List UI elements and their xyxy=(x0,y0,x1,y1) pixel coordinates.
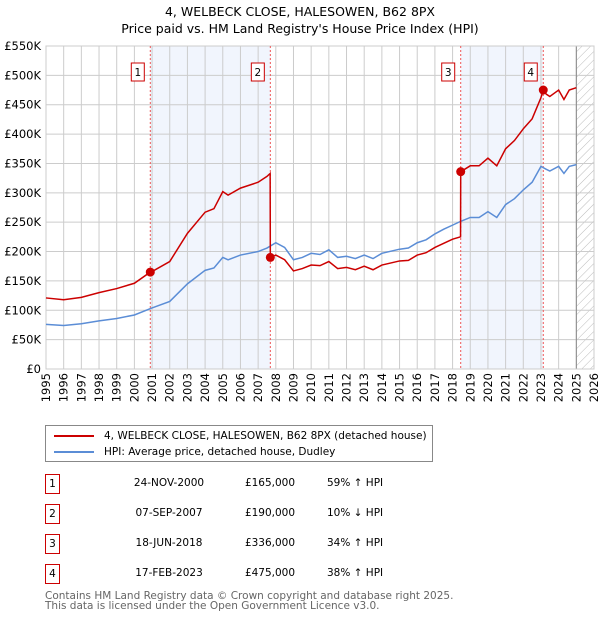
sale-label: 2 xyxy=(254,67,261,79)
x-tick-label: 1998 xyxy=(92,373,106,402)
y-tick-label: £500K xyxy=(4,68,41,82)
legend-label: 4, WELBECK CLOSE, HALESOWEN, B62 8PX (de… xyxy=(104,430,427,442)
price-chart: 1995 1996 1997 1998 1999 2000 2001 2002 2003 2004… xyxy=(4,39,600,402)
sale-hpi-diff: 59% ↑ HPI xyxy=(327,477,384,489)
sale-label: 1 xyxy=(134,67,141,79)
y-tick-label: £250K xyxy=(4,215,41,229)
sale-label: 4 xyxy=(527,67,534,79)
shaded-region xyxy=(460,46,544,369)
y-tick-label: £150K xyxy=(4,274,41,288)
x-tick-label: 2017 xyxy=(428,373,442,402)
sale-hpi-diff: 10% ↓ HPI xyxy=(327,507,384,519)
legend-swatch-red xyxy=(54,435,94,437)
sale-label: 3 xyxy=(445,67,452,79)
sale-marker-badge: 1 xyxy=(45,474,60,494)
sale-point xyxy=(456,167,466,177)
sale-label-box xyxy=(250,62,265,82)
sale-label-box xyxy=(523,62,538,82)
x-tick-label: 2009 xyxy=(286,373,300,402)
x-tick-label: 2022 xyxy=(516,373,530,402)
sale-label-box xyxy=(130,62,145,82)
x-tick-label: 2025 xyxy=(569,373,583,402)
x-tick-label: 1996 xyxy=(57,373,71,402)
sale-point xyxy=(145,267,155,277)
sale-label-box xyxy=(441,62,456,82)
x-tick-label: 2000 xyxy=(127,373,141,402)
x-tick-label: 2012 xyxy=(340,373,354,402)
x-tick-label: 2007 xyxy=(251,373,265,402)
footer-licence: This data is licensed under the Open Gov… xyxy=(45,600,380,612)
sale-date: 24-NOV-2000 xyxy=(133,477,205,489)
legend-label: HPI: Average price, detached house, Dudl… xyxy=(104,446,336,458)
sale-price: £336,000 xyxy=(244,537,296,549)
y-tick-label: £400K xyxy=(4,127,41,141)
y-tick-label: £200K xyxy=(4,245,41,259)
x-tick-label: 2003 xyxy=(180,373,194,402)
y-tick-label: £0 xyxy=(26,362,41,376)
x-tick-label: 1997 xyxy=(74,373,88,402)
x-tick-label: 2008 xyxy=(269,373,283,402)
sale-marker-badge: 2 xyxy=(45,504,60,524)
y-tick-label: £50K xyxy=(12,333,42,347)
x-tick-label: 2023 xyxy=(534,373,548,402)
x-tick-label: 2002 xyxy=(163,373,177,402)
y-tick-label: £550K xyxy=(4,39,41,53)
x-tick-label: 2021 xyxy=(499,373,513,402)
footer-copyright: Contains HM Land Registry data © Crown c… xyxy=(45,590,454,602)
plot-frame xyxy=(45,45,595,370)
y-tick-label: £450K xyxy=(4,98,41,112)
x-tick-label: 2015 xyxy=(393,373,407,402)
x-tick-label: 2001 xyxy=(145,373,159,402)
sale-date: 17-FEB-2023 xyxy=(135,567,203,579)
x-tick-label: 2006 xyxy=(233,373,247,402)
sale-price: £475,000 xyxy=(244,567,296,579)
x-tick-label: 2011 xyxy=(322,373,336,402)
sale-price: £190,000 xyxy=(244,507,296,519)
x-tick-label: 1995 xyxy=(39,373,53,402)
legend: 4, WELBECK CLOSE, HALESOWEN, B62 8PX (de… xyxy=(45,425,433,462)
x-tick-label: 2018 xyxy=(446,373,460,402)
y-tick-label: £100K xyxy=(4,303,41,317)
property-price-line xyxy=(45,86,577,301)
sale-point xyxy=(538,85,548,95)
x-tick-label: 1999 xyxy=(110,373,124,402)
x-tick-label: 2026 xyxy=(587,373,600,402)
x-tick-label: 2024 xyxy=(552,373,566,402)
sale-hpi-diff: 34% ↑ HPI xyxy=(327,537,384,549)
y-tick-label: £300K xyxy=(4,186,41,200)
sale-hpi-diff: 38% ↑ HPI xyxy=(327,567,384,579)
sale-date: 18-JUN-2018 xyxy=(135,537,203,549)
chart-subtitle: Price paid vs. HM Land Registry's House … xyxy=(121,21,479,36)
hpi-line xyxy=(45,163,577,327)
shaded-region xyxy=(150,46,271,369)
sale-date: 07-SEP-2007 xyxy=(135,507,203,519)
x-tick-label: 2004 xyxy=(198,373,212,402)
y-tick-label: £350K xyxy=(4,156,41,170)
x-tick-label: 2019 xyxy=(463,373,477,402)
chart-title: 4, WELBECK CLOSE, HALESOWEN, B62 8PX xyxy=(164,4,435,19)
legend-item-property: 4, WELBECK CLOSE, HALESOWEN, B62 8PX (de… xyxy=(54,428,427,444)
legend-swatch-blue xyxy=(54,451,94,453)
forecast-hatch xyxy=(576,46,594,369)
x-tick-label: 2016 xyxy=(410,373,424,402)
sale-price: £165,000 xyxy=(244,477,296,489)
x-tick-label: 2005 xyxy=(216,373,230,402)
x-tick-label: 2014 xyxy=(375,373,389,402)
x-tick-label: 2013 xyxy=(357,373,371,402)
sale-marker-badge: 3 xyxy=(45,534,60,554)
sale-point xyxy=(265,252,275,262)
legend-item-hpi: HPI: Average price, detached house, Dudl… xyxy=(54,444,335,460)
x-tick-label: 2020 xyxy=(481,373,495,402)
x-tick-label: 2010 xyxy=(304,373,318,402)
sale-marker-badge: 4 xyxy=(45,564,60,584)
